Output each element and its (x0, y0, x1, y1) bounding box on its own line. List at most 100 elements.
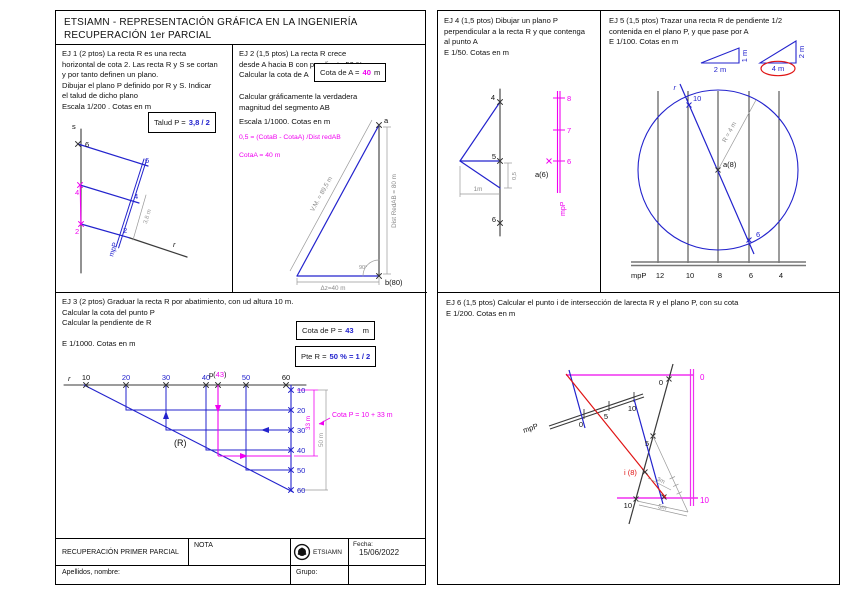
tri1-base: 2 m (714, 65, 727, 74)
point-a-label: a(6) (535, 170, 549, 179)
ej3-blue-arrows (163, 411, 269, 433)
recta-R-label: (R) (174, 438, 187, 448)
pte-r-value: 50 % = 1 / 2 (329, 352, 371, 361)
ej3-drawing: r 10 20 30 40 50 60 p(43) 10 20 30 40 50… (63, 370, 393, 495)
ej2-statement-2: Calcular gráficamente la verdadera magni… (239, 92, 357, 113)
header: ETSIAMN - REPRESENTACIÓN GRÁFICA EN LA I… (56, 11, 425, 45)
cota4-label: 4 (491, 93, 495, 102)
p-open: p( (209, 370, 216, 379)
ej3-construction (63, 382, 307, 493)
pte-r-label: Pte R = (301, 352, 327, 361)
cota-p-label: Cota de P = (302, 326, 343, 335)
stmt-line: E 1/100. Cotas en m (609, 37, 679, 47)
stmt-line: Calcular la cota del punto P (62, 307, 155, 317)
ej1-box: s 6 4 2 6 4 2 r mpP 3,8 m EJ 1 (2 ptos) … (56, 45, 233, 293)
cota-p-value: 43 (345, 326, 354, 335)
dist-dim-label: Dist RedAB = 80 m (391, 174, 398, 228)
tri1-height: 1 m (740, 50, 749, 63)
level-40: 40 (297, 446, 305, 455)
ej3-box: r 10 20 30 40 50 60 p(43) 10 20 30 40 50… (56, 293, 425, 539)
cota4-s-label: 4 (75, 188, 79, 197)
right-angle-arc (362, 259, 380, 277)
tri2-height: 2 m (797, 46, 806, 59)
stmt-line: E 1/200. Cotas en m (446, 308, 516, 318)
ej6-plane-p (566, 369, 698, 506)
level-10: 10 (686, 271, 694, 280)
cota6-s-label: 6 (85, 140, 89, 149)
nota-label: NOTA (194, 542, 213, 549)
cota2-label: 2 (123, 226, 127, 235)
talud-label: Talud P = (154, 118, 186, 127)
ej3-gray-dimension (297, 389, 328, 491)
cota4-label: 4 (134, 192, 138, 201)
stmt-line: E 1/1000. Cotas en m (62, 338, 136, 348)
ej5-drawing: 2 m 1 m 4 m 2 m r 10 6 a(8) R = 4 m mpP … (631, 40, 806, 280)
ej1-drawing: s 6 4 2 6 4 2 r mpP 3,8 m (72, 122, 188, 274)
stmt-line: EJ 5 (1,5 ptos) Trazar una recta R de pe… (609, 16, 783, 25)
footer-row-2: Apellidos, nombre: Grupo: (56, 566, 425, 584)
point-a-cross (546, 158, 552, 164)
ej4-recta-r (459, 88, 503, 237)
ej2-drawing: a b(80) V.M. = 89,5 m Dist RedAB = 80 m … (289, 116, 403, 292)
stmt-line: Escala 1/200 . Cotas en m (62, 101, 152, 111)
cota-a-label: Cota de A = (320, 68, 360, 77)
cota6m-label: 6 (567, 157, 571, 166)
level-10: 10 (297, 386, 305, 395)
grad-10: 10 (624, 501, 632, 510)
ej3-magenta-construction (215, 385, 331, 459)
tick-crosses (497, 99, 503, 226)
level-30: 30 (297, 426, 305, 435)
point-a-label: a (384, 116, 389, 125)
tick-50: 50 (242, 373, 250, 382)
tick-cross (376, 122, 382, 279)
stmt-line: Calcular la cota de A (239, 70, 309, 80)
stmt-line: EJ 3 (2 ptos) Graduar la recta R por aba… (62, 297, 294, 306)
dim-05: 0,5 (512, 172, 518, 180)
leader-arrow (319, 420, 324, 426)
ej5-slope-triangles (700, 40, 797, 77)
footer-fecha-cell: Fecha: 15/06/2022 (349, 539, 425, 565)
cota2-s-label: 2 (75, 227, 79, 236)
stmt-line: al punto A (444, 37, 478, 47)
ej6-drawing: 0 10 0 5 10 mpP 0 5 10 i (8) 3m 5m (522, 363, 709, 525)
cota6-label: 6 (145, 156, 149, 165)
stmt-line: EJ 4 (1,5 ptos) Dibujar un plano P (444, 16, 558, 25)
level-6: 6 (749, 271, 753, 280)
right-arrow (240, 453, 248, 459)
stmt-line: y por tanto definen un plano. (62, 70, 159, 80)
page-title: ETSIAMN - REPRESENTACIÓN GRÁFICA EN LA I… (64, 17, 358, 28)
apellidos-label: Apellidos, nombre: (62, 569, 120, 576)
ej4-statement: EJ 4 (1,5 ptos) Dibujar un plano P perpe… (444, 16, 585, 58)
down-arrow (215, 405, 221, 413)
red-circle-highlight (760, 60, 796, 77)
logo-text: ETSIAMN (313, 548, 342, 556)
footer-nota-cell: NOTA (189, 539, 291, 565)
ej6-statement: EJ 6 (1,5 ptos) Calcular el punto i de i… (446, 298, 738, 319)
p-close: ) (224, 370, 227, 379)
dim-3m: 3m (655, 477, 665, 486)
ej2-dimensions (289, 119, 391, 285)
cota5-label: 5 (492, 152, 496, 161)
ej4-plane-p (546, 91, 565, 193)
ej3-labels: r 10 20 30 40 50 60 p(43) 10 20 30 40 50… (68, 370, 393, 495)
tick-cross-magenta (77, 182, 84, 227)
up-arrow (163, 411, 169, 419)
center-cross (715, 167, 721, 173)
ej5-circle-and-recta (637, 83, 799, 255)
stmt-line: magnitud del segmento AB (239, 102, 330, 112)
point-a-label: a(8) (723, 160, 737, 169)
point-p-label: p(43) (209, 370, 227, 379)
formula-line: CotaA = 40 m (239, 152, 281, 159)
mpp-0: 0 (579, 420, 583, 429)
stmt-line: EJ 2 (1,5 ptos) La recta R crece (239, 49, 347, 58)
tick-40: 40 (202, 373, 210, 382)
cross-6-label: 6 (756, 230, 760, 239)
left-arrow (261, 427, 269, 433)
stmt-line: EJ 1 (2 ptos) La recta R es una recta (62, 49, 187, 58)
mpp-label: mpP (522, 421, 540, 435)
tick-cross (75, 141, 81, 147)
footer-logo-cell: ETSIAMN (291, 539, 349, 565)
ej1-statement: EJ 1 (2 ptos) La recta R es una recta ho… (62, 49, 218, 113)
ej1-lines (75, 128, 188, 274)
stmt-line: contenida en el plano P, y que pase por … (609, 26, 749, 36)
